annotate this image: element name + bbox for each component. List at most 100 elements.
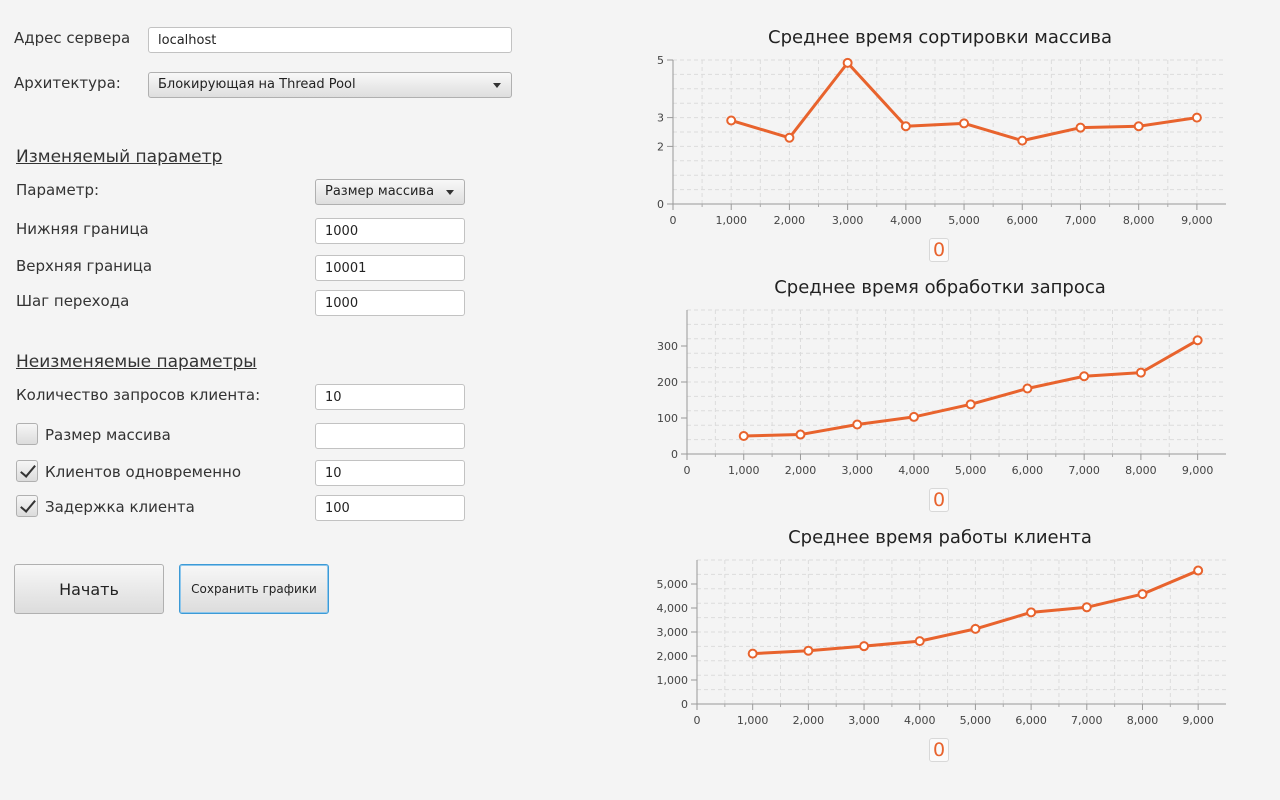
x-tick-label: 9,000: [1181, 214, 1213, 227]
server-address-input[interactable]: [148, 27, 512, 53]
data-point: [1191, 112, 1202, 123]
data-point: [784, 132, 795, 143]
client-chart-legend: 0: [929, 738, 949, 762]
x-tick-label: 1,000: [728, 464, 760, 477]
x-tick-label: 1,000: [737, 714, 769, 727]
data-point: [1022, 383, 1033, 394]
step-input[interactable]: [315, 290, 465, 316]
data-point: [1075, 122, 1086, 133]
parameter-select-value: Размер массива: [325, 184, 435, 199]
x-tick-label: 8,000: [1127, 714, 1159, 727]
array-size-input[interactable]: [315, 423, 465, 449]
data-point: [959, 118, 970, 129]
x-tick-label: 3,000: [848, 714, 880, 727]
lower-bound-input[interactable]: [315, 218, 465, 244]
x-tick-label: 8,000: [1125, 464, 1157, 477]
x-tick-label: 6,000: [1012, 464, 1044, 477]
sort-chart-legend: 0: [929, 238, 949, 262]
step-label: Шаг перехода: [16, 292, 130, 310]
data-point: [900, 121, 911, 132]
x-tick-label: 5,000: [948, 214, 980, 227]
data-point: [1193, 565, 1204, 576]
x-tick-label: 3,000: [841, 464, 873, 477]
data-point: [803, 645, 814, 656]
requests-count-input[interactable]: [315, 384, 465, 410]
y-tick-label: 5,000: [657, 578, 689, 591]
data-point: [1192, 335, 1203, 346]
data-point: [738, 431, 749, 441]
data-point: [747, 648, 758, 659]
client-delay-input[interactable]: [315, 495, 465, 521]
data-point: [914, 636, 925, 647]
data-point: [842, 57, 853, 68]
data-point: [726, 115, 737, 126]
data-point: [1079, 371, 1090, 382]
variable-section-title: Изменяемый параметр: [16, 147, 223, 167]
chart-title-client: Среднее время работы клиента: [788, 527, 1092, 548]
x-tick-label: 0: [684, 464, 691, 477]
requests-count-label: Количество запросов клиента:: [16, 386, 261, 404]
sort-time-chart: 0 1,000 2,000 3,000 4,000 5,000 6,000 7,000 8,00…: [657, 54, 1226, 227]
data-point: [1135, 367, 1146, 378]
x-tick-label: 9,000: [1182, 714, 1214, 727]
x-tick-label: 7,000: [1065, 214, 1097, 227]
x-tick-label: 3,000: [832, 214, 864, 227]
save-charts-button[interactable]: Сохранить графики: [179, 564, 329, 614]
y-tick-label: 4,000: [657, 602, 689, 615]
clients-concurrent-label: Клиентов одновременно: [45, 463, 242, 481]
start-button[interactable]: Начать: [14, 564, 164, 614]
chevron-down-icon: [493, 83, 501, 88]
x-tick-label: 5,000: [955, 464, 987, 477]
x-tick-label: 4,000: [904, 714, 936, 727]
client-delay-label: Задержка клиента: [45, 498, 195, 516]
x-tick-label: 4,000: [890, 214, 922, 227]
checkmark-icon: [20, 496, 36, 513]
x-tick-label: 7,000: [1068, 464, 1100, 477]
chart-title-request: Среднее время обработки запроса: [774, 277, 1106, 298]
client-time-chart: 0 1,000 2,000 3,000 4,000 5,000 6,000 7,000 8,00…: [657, 559, 1226, 727]
x-tick-label: 4,000: [898, 464, 930, 477]
upper-bound-input[interactable]: [315, 255, 465, 281]
y-tick-label: 200: [657, 376, 678, 389]
array-size-label: Размер массива: [45, 426, 171, 444]
parameter-select[interactable]: Размер массива: [315, 179, 465, 205]
y-tick-label: 2: [657, 140, 664, 153]
x-tick-label: 2,000: [793, 714, 825, 727]
y-tick-label: 0: [671, 448, 678, 461]
x-tick-label: 7,000: [1071, 714, 1103, 727]
data-point: [1133, 121, 1144, 132]
y-tick-label: 2,000: [657, 650, 689, 663]
lower-bound-label: Нижняя граница: [16, 220, 149, 238]
fixed-section-title: Неизменяемые параметры: [16, 352, 257, 372]
data-point: [1017, 135, 1028, 146]
x-tick-label: 0: [694, 714, 701, 727]
array-size-checkbox[interactable]: [16, 423, 38, 445]
y-tick-label: 3,000: [657, 626, 689, 639]
x-tick-label: 6,000: [1007, 214, 1039, 227]
data-point: [965, 399, 976, 410]
request-time-chart: 0 1,000 2,000 3,000 4,000 5,000 6,000 7,000 8,00…: [657, 309, 1226, 477]
checkmark-icon: [20, 461, 36, 478]
data-point: [1081, 602, 1092, 613]
client-delay-checkbox[interactable]: [16, 495, 38, 517]
y-tick-label: 5: [657, 54, 664, 67]
data-point: [1137, 589, 1148, 600]
upper-bound-label: Верхняя граница: [16, 257, 153, 275]
y-tick-label: 300: [657, 340, 678, 353]
data-point: [795, 429, 806, 440]
data-point: [970, 623, 981, 634]
data-point: [908, 411, 919, 422]
x-tick-label: 2,000: [774, 214, 806, 227]
y-tick-label: 100: [657, 412, 678, 425]
y-tick-label: 0: [657, 198, 664, 211]
chevron-down-icon: [446, 190, 454, 195]
clients-concurrent-checkbox[interactable]: [16, 460, 38, 482]
data-point: [852, 419, 863, 430]
architecture-select-value: Блокирующая на Thread Pool: [158, 77, 356, 92]
x-tick-label: 5,000: [960, 714, 992, 727]
y-tick-label: 0: [681, 698, 688, 711]
clients-concurrent-input[interactable]: [315, 460, 465, 486]
architecture-select[interactable]: Блокирующая на Thread Pool: [148, 72, 512, 98]
x-tick-label: 2,000: [785, 464, 817, 477]
x-tick-label: 0: [670, 214, 677, 227]
